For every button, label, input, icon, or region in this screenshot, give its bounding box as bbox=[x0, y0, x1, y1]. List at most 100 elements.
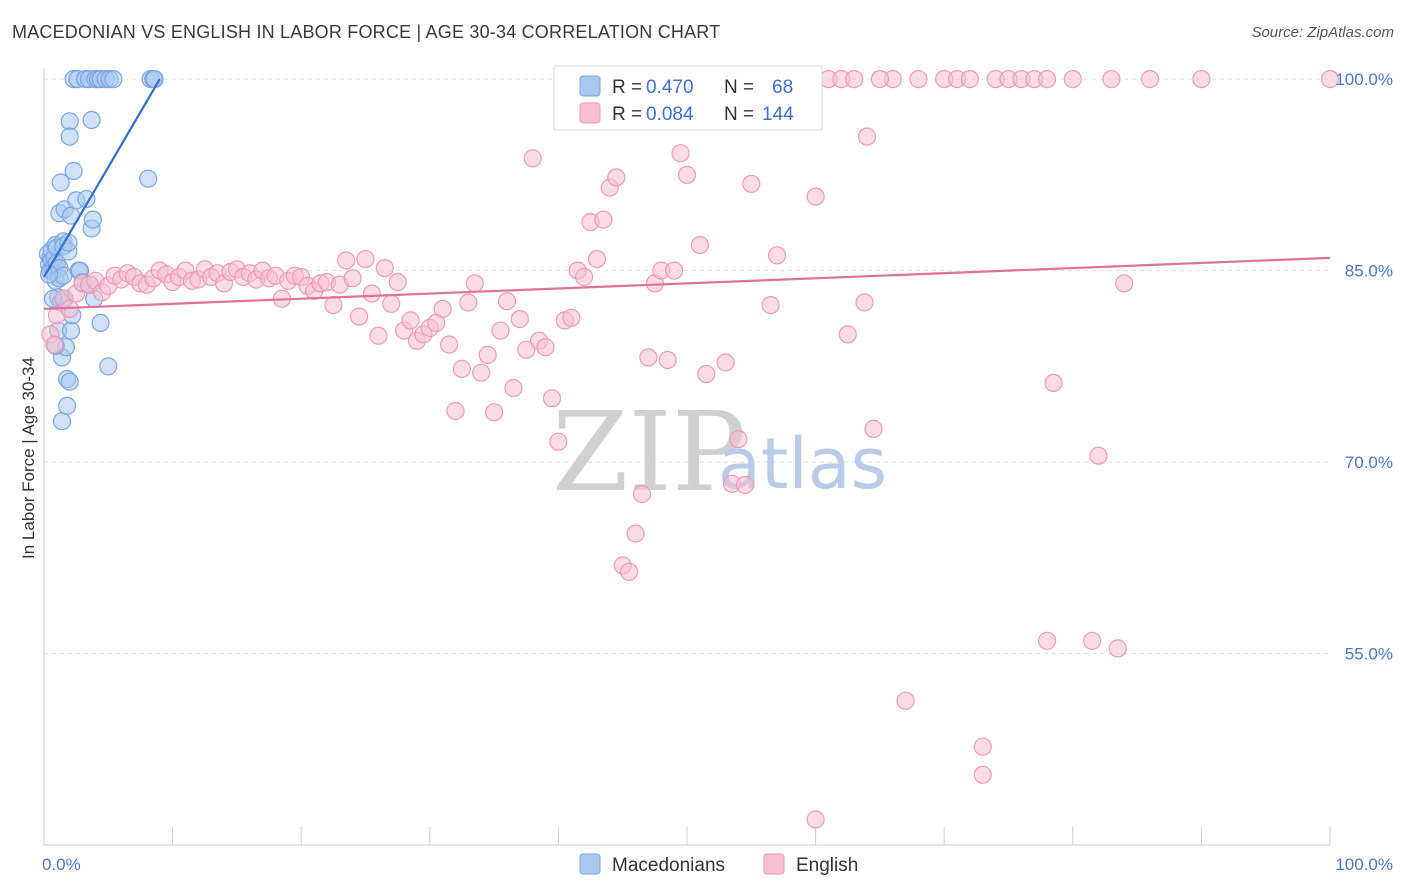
legend-label-english: English bbox=[796, 855, 858, 876]
data-point-macedonians bbox=[51, 173, 70, 192]
data-point-english bbox=[517, 340, 536, 359]
data-point-english bbox=[542, 389, 562, 408]
data-point-english bbox=[716, 353, 735, 372]
data-point-macedonians bbox=[77, 190, 96, 209]
data-point-english bbox=[382, 294, 401, 313]
data-point-english bbox=[767, 246, 787, 265]
data-point-english bbox=[497, 292, 517, 311]
data-point-english bbox=[1102, 69, 1121, 89]
legend-r-label: R = bbox=[612, 104, 642, 125]
data-point-english bbox=[465, 274, 484, 293]
data-point-english bbox=[459, 293, 478, 312]
tick-labels-layer: 100.0% 85.0% 70.0% 55.0% 0.0% 100.0% bbox=[42, 70, 1393, 874]
data-point-english bbox=[735, 475, 755, 495]
data-point-macedonians bbox=[60, 112, 79, 131]
points-layer bbox=[38, 69, 1340, 829]
data-point-english bbox=[742, 174, 761, 193]
data-point-english bbox=[375, 259, 394, 278]
data-point-english bbox=[677, 165, 697, 184]
data-point-english bbox=[350, 307, 369, 326]
data-point-english bbox=[388, 273, 407, 292]
data-point-english bbox=[857, 127, 877, 146]
data-point-english bbox=[664, 261, 684, 280]
data-point-english bbox=[973, 737, 992, 756]
axes-layer bbox=[43, 68, 1331, 846]
data-point-english bbox=[324, 296, 343, 315]
data-point-english bbox=[845, 69, 864, 89]
x-tick-label: 100.0% bbox=[1335, 855, 1393, 874]
data-point-english bbox=[362, 284, 381, 303]
data-point-english bbox=[806, 187, 825, 206]
legend-swatch-macedonians bbox=[579, 853, 601, 875]
legend-n-value: 68 bbox=[772, 77, 793, 98]
y-axis-title: In Labor Force | Age 30-34 bbox=[19, 357, 38, 559]
data-point-english bbox=[343, 269, 362, 288]
grid-layer bbox=[44, 78, 1330, 655]
data-point-english bbox=[491, 321, 510, 340]
data-point-english bbox=[1108, 639, 1127, 658]
data-point-macedonians bbox=[52, 412, 72, 431]
data-point-english bbox=[761, 296, 780, 315]
data-point-english bbox=[1140, 69, 1160, 89]
data-point-english bbox=[1082, 631, 1102, 650]
data-point-english bbox=[960, 69, 980, 89]
data-point-macedonians bbox=[60, 127, 79, 146]
y-tick-label: 55.0% bbox=[1345, 645, 1393, 664]
data-point-english bbox=[1063, 69, 1082, 89]
data-point-macedonians bbox=[60, 372, 79, 391]
data-point-english bbox=[510, 310, 529, 329]
data-point-english bbox=[401, 311, 420, 330]
data-point-macedonians bbox=[83, 210, 103, 229]
trend-line-macedonians bbox=[43, 78, 161, 278]
legend-n-label: N = bbox=[724, 104, 754, 125]
data-point-english bbox=[1089, 446, 1108, 465]
data-point-english bbox=[870, 69, 890, 89]
data-point-macedonians bbox=[91, 313, 110, 332]
data-point-macedonians bbox=[145, 69, 164, 89]
data-point-english bbox=[440, 335, 459, 354]
data-point-macedonians bbox=[64, 161, 83, 181]
data-point-english bbox=[523, 149, 542, 168]
legend-r-value: 0.470 bbox=[646, 77, 694, 98]
data-point-english bbox=[587, 250, 607, 269]
data-point-english bbox=[658, 350, 677, 370]
y-tick-label: 100.0% bbox=[1335, 70, 1393, 89]
data-point-english bbox=[607, 168, 626, 187]
data-point-english bbox=[433, 299, 452, 318]
data-point-english bbox=[1037, 69, 1057, 89]
data-point-english bbox=[729, 430, 748, 449]
data-point-english bbox=[619, 562, 639, 581]
data-point-macedonians bbox=[57, 396, 77, 415]
legend-label-macedonians: Macedonians bbox=[612, 855, 725, 876]
data-point-english bbox=[594, 210, 613, 229]
legend-n-label: N = bbox=[724, 77, 754, 98]
data-point-english bbox=[536, 338, 555, 357]
data-point-english bbox=[1044, 373, 1063, 392]
data-point-macedonians bbox=[99, 357, 118, 376]
data-point-english bbox=[549, 432, 568, 451]
data-point-english bbox=[806, 810, 825, 829]
data-point-english bbox=[485, 403, 504, 422]
data-point-english bbox=[855, 293, 874, 312]
y-tick-label: 70.0% bbox=[1345, 453, 1393, 472]
legend-r-value: 0.084 bbox=[646, 104, 694, 125]
data-point-macedonians bbox=[82, 110, 101, 130]
data-point-english bbox=[639, 348, 658, 367]
data-point-english bbox=[909, 69, 928, 89]
data-point-english bbox=[504, 378, 523, 398]
trend-layer bbox=[43, 78, 1331, 311]
data-point-english bbox=[864, 419, 883, 438]
data-point-english bbox=[337, 251, 356, 270]
data-point-english bbox=[574, 267, 594, 287]
data-point-english bbox=[838, 325, 857, 344]
data-point-english bbox=[973, 765, 992, 784]
legend-swatch-english bbox=[579, 102, 601, 124]
data-point-english bbox=[446, 401, 465, 421]
legend-n-value: 144 bbox=[762, 104, 794, 125]
data-point-english bbox=[472, 363, 491, 382]
data-point-english bbox=[697, 364, 716, 384]
data-point-english bbox=[1115, 274, 1134, 293]
trend-line-english bbox=[43, 256, 1331, 311]
data-point-english bbox=[896, 691, 915, 710]
